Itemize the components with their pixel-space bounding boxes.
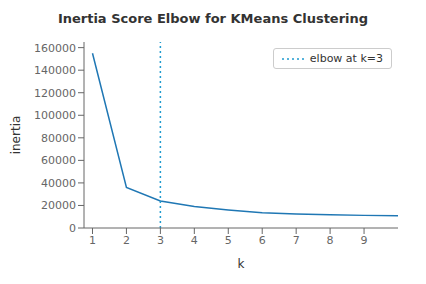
svg-text:80000: 80000 [41,132,76,145]
svg-text:k: k [238,257,245,271]
svg-text:9: 9 [361,234,368,247]
svg-text:7: 7 [293,234,300,247]
svg-text:6: 6 [259,234,266,247]
html-text:elbow at k=3: elbow at k=3 [309,52,383,65]
svg-text:140000: 140000 [34,64,76,77]
svg-text:120000: 120000 [34,87,76,100]
svg-text:inertia: inertia [9,116,23,155]
svg-text:5: 5 [225,234,232,247]
svg-text:60000: 60000 [41,154,76,167]
svg-text:160000: 160000 [34,42,76,55]
svg-text:3: 3 [157,234,164,247]
svg-text:0: 0 [69,222,76,235]
svg-text:20000: 20000 [41,199,76,212]
svg-text:40000: 40000 [41,177,76,190]
svg-text:8: 8 [327,234,334,247]
svg-text:1: 1 [89,234,96,247]
svg-text:2: 2 [123,234,130,247]
svg-text:4: 4 [191,234,198,247]
svg-text:100000: 100000 [34,109,76,122]
html-text:Inertia Score Elbow for KMeans: Inertia Score Elbow for KMeans Clusterin… [57,11,369,26]
